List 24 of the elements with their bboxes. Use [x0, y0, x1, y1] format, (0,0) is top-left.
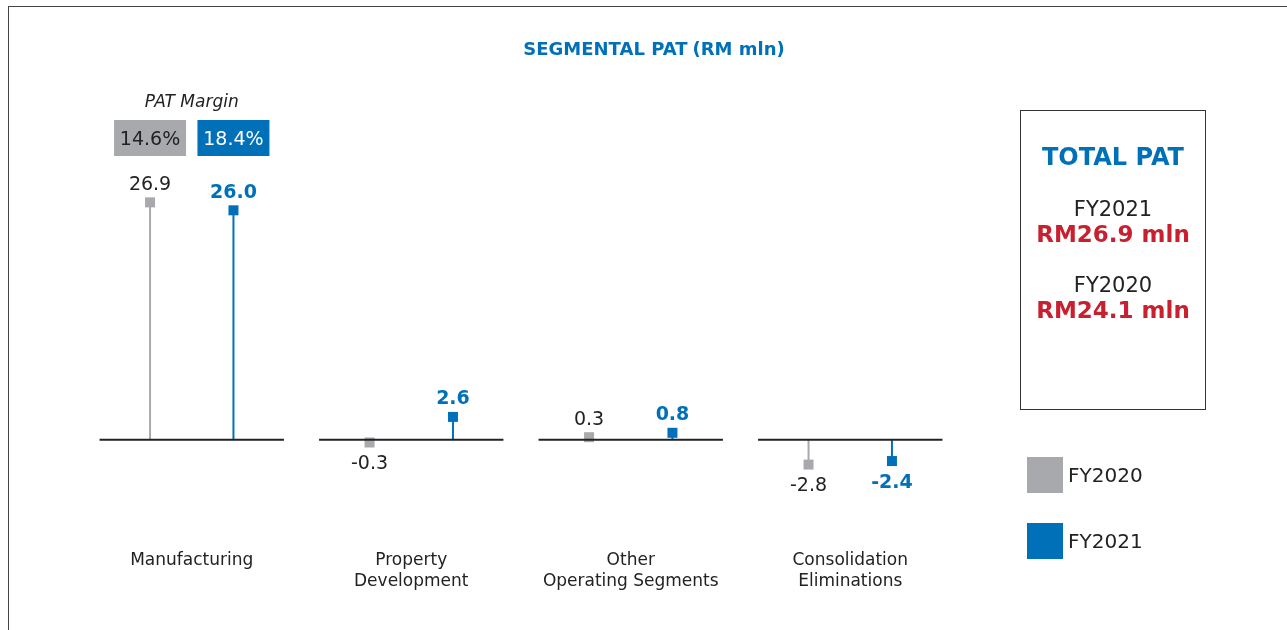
- data-label: 0.3: [573, 406, 605, 429]
- chart-subtitle: (RM mln): [692, 37, 785, 59]
- data-label: -0.3: [351, 451, 389, 474]
- x-tick-label: Property Development: [354, 548, 469, 590]
- data-label: 26.9: [128, 171, 172, 194]
- x-tick-label: Consolidation Eliminations: [792, 548, 909, 590]
- text: 14.6%: [119, 127, 181, 149]
- text: 18.4%: [203, 127, 264, 149]
- data-label: 26.0: [210, 179, 257, 202]
- text: RM24.1 mln: [1035, 297, 1191, 323]
- x-tick-label: Other Operating Segments: [542, 548, 719, 590]
- text: TOTAL PAT: [1041, 143, 1185, 171]
- data-label: -2.4: [871, 469, 913, 492]
- x-tick-label: Manufacturing: [130, 548, 254, 569]
- legend-label: FY2021: [1068, 529, 1143, 553]
- chart-title: SEGMENTAL PAT: [523, 37, 689, 59]
- text: FY2020: [1072, 273, 1154, 297]
- data-label: -2.8: [790, 473, 828, 496]
- data-label: 0.8: [655, 402, 690, 425]
- text: RM26.9 mln: [1035, 221, 1191, 247]
- legend-label: FY2020: [1068, 463, 1143, 487]
- text: PAT Margin: [144, 90, 239, 111]
- text: FY2021: [1072, 197, 1154, 221]
- data-label: 2.6: [436, 386, 470, 409]
